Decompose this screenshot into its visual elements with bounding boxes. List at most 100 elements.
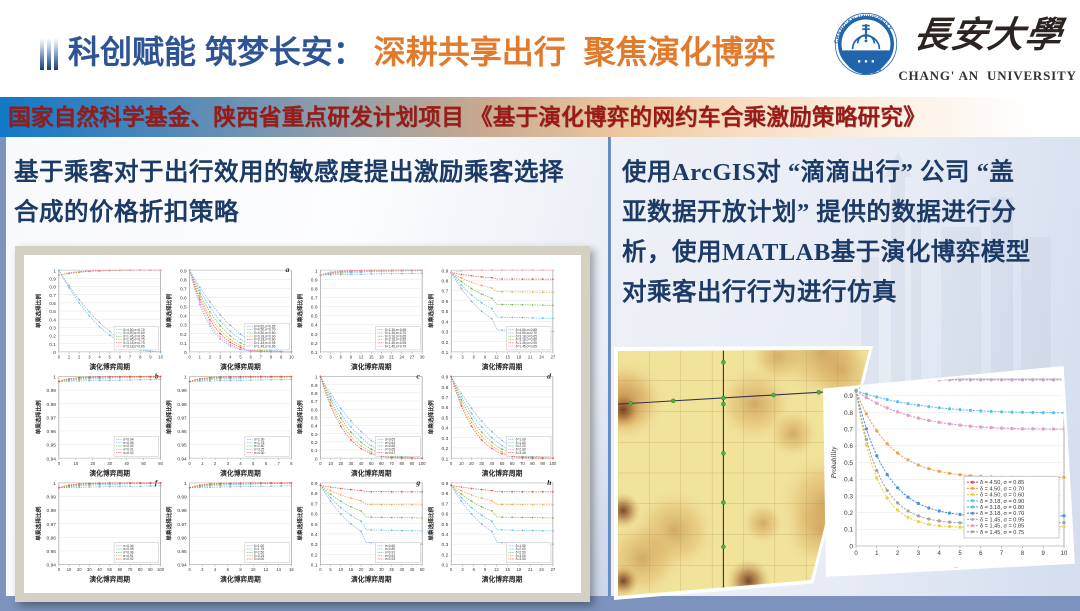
svg-text:0.6: 0.6 <box>442 299 449 305</box>
svg-text:0.95: 0.95 <box>47 549 57 555</box>
svg-text:0.1: 0.1 <box>49 342 56 348</box>
svg-text:0.8: 0.8 <box>442 491 449 497</box>
svg-text:40: 40 <box>359 461 364 466</box>
svg-text:0.6: 0.6 <box>442 512 449 518</box>
svg-text:0.9: 0.9 <box>180 268 187 274</box>
svg-text:0.1: 0.1 <box>180 341 187 347</box>
svg-text:0.3: 0.3 <box>311 542 318 548</box>
svg-text:0.5: 0.5 <box>442 309 449 315</box>
svg-text:20: 20 <box>469 461 474 466</box>
svg-text:40: 40 <box>490 461 495 466</box>
svg-text:0.7: 0.7 <box>49 293 56 299</box>
svg-text:0.94: 0.94 <box>177 456 187 462</box>
svg-text:50: 50 <box>500 461 505 466</box>
svg-text:0.2: 0.2 <box>311 440 318 446</box>
svg-text:70: 70 <box>520 461 525 466</box>
svg-text:δ = 4.50, σ = 0.60: δ = 4.50, σ = 0.60 <box>980 493 1024 499</box>
svg-text:0.9: 0.9 <box>311 481 318 487</box>
svg-text:δ = 1.45, σ = 0.75: δ = 1.45, σ = 0.75 <box>980 530 1024 536</box>
svg-text:0.4: 0.4 <box>311 532 318 538</box>
svg-text:1: 1 <box>53 268 56 274</box>
svg-text:14: 14 <box>276 567 281 572</box>
svg-text:0.2: 0.2 <box>442 552 449 558</box>
svg-text:演化博弈周期: 演化博弈周期 <box>482 362 523 371</box>
svg-text:0.94: 0.94 <box>47 563 57 569</box>
svg-text:0.2: 0.2 <box>442 446 449 452</box>
svg-text:90: 90 <box>540 461 545 466</box>
svg-text:0: 0 <box>315 456 318 462</box>
svg-text:0.1: 0.1 <box>442 563 449 569</box>
svg-text:0.8: 0.8 <box>311 286 318 292</box>
svg-text:21: 21 <box>389 355 394 360</box>
svg-text:0.2: 0.2 <box>311 341 318 347</box>
svg-text:0.96: 0.96 <box>177 429 187 435</box>
svg-text:d: d <box>547 371 551 380</box>
svg-text:0.8: 0.8 <box>844 410 853 417</box>
svg-text:0.3: 0.3 <box>49 325 56 331</box>
svg-text:0.3: 0.3 <box>442 436 449 442</box>
svg-text:50: 50 <box>107 567 112 572</box>
svg-text:0.94: 0.94 <box>47 456 57 462</box>
svg-text:0.8: 0.8 <box>311 491 318 497</box>
svg-text:50: 50 <box>420 567 425 572</box>
svg-text:12: 12 <box>359 355 364 360</box>
svg-text:80: 80 <box>399 461 404 466</box>
svg-text:c: c <box>416 371 420 380</box>
svg-text:0.7: 0.7 <box>311 501 318 507</box>
svg-text:50: 50 <box>141 461 146 466</box>
svg-text:0.95: 0.95 <box>177 549 187 555</box>
svg-text:10: 10 <box>328 461 333 466</box>
svg-text:60: 60 <box>379 461 384 466</box>
svg-text:0.95: 0.95 <box>47 443 57 449</box>
svg-text:单乘选择比例: 单乘选择比例 <box>165 400 173 434</box>
svg-text:演化博弈周期: 演化博弈周期 <box>351 468 392 477</box>
svg-text:0.3: 0.3 <box>180 323 187 329</box>
svg-text:0.97: 0.97 <box>177 415 187 421</box>
svg-text:演化博弈周期: 演化博弈周期 <box>89 575 130 584</box>
svg-text:0.6: 0.6 <box>442 405 449 411</box>
svg-text:δ = 4.50, σ = 0.85: δ = 4.50, σ = 0.85 <box>980 480 1024 486</box>
svg-text:24: 24 <box>539 567 544 572</box>
svg-text:σ=4.00: σ=4.00 <box>254 451 265 455</box>
svg-text:0.7: 0.7 <box>311 296 318 302</box>
svg-text:0.6: 0.6 <box>311 305 318 311</box>
svg-text:0.6: 0.6 <box>311 407 318 413</box>
svg-text:单乘选择比例: 单乘选择比例 <box>34 294 42 328</box>
svg-text:单乘选择比例: 单乘选择比例 <box>427 294 435 328</box>
svg-text:40: 40 <box>399 567 404 572</box>
svg-text:0.2: 0.2 <box>442 340 449 346</box>
svg-text:0.8: 0.8 <box>180 277 187 283</box>
svg-text:90: 90 <box>148 567 153 572</box>
svg-text:0.2: 0.2 <box>311 552 318 558</box>
svg-text:0.5: 0.5 <box>442 415 449 421</box>
svg-text:0.9: 0.9 <box>311 277 318 283</box>
svg-text:1: 1 <box>315 375 318 381</box>
svg-text:30: 30 <box>107 461 112 466</box>
svg-text:10: 10 <box>289 355 294 360</box>
svg-text:δ = 3.18, σ = 0.70: δ = 3.18, σ = 0.70 <box>980 511 1024 517</box>
svg-text:0.6: 0.6 <box>844 443 853 450</box>
svg-text:80: 80 <box>138 567 143 572</box>
svg-text:18: 18 <box>379 355 384 360</box>
svg-text:0.97: 0.97 <box>47 415 57 421</box>
svg-text:演化博弈周期: 演化博弈周期 <box>89 362 130 371</box>
svg-text:0.96: 0.96 <box>47 535 57 541</box>
svg-text:单乘选择比例: 单乘选择比例 <box>165 294 173 328</box>
svg-text:演化博弈周期: 演化博弈周期 <box>89 468 130 477</box>
svg-text:12: 12 <box>264 567 269 572</box>
svg-text:0.96: 0.96 <box>177 535 187 541</box>
svg-text:20: 20 <box>90 461 95 466</box>
svg-text:演化博弈周期: 演化博弈周期 <box>482 575 523 584</box>
svg-text:24: 24 <box>399 355 404 360</box>
svg-text:1: 1 <box>53 481 56 487</box>
svg-text:20: 20 <box>338 461 343 466</box>
svg-text:24: 24 <box>539 355 544 360</box>
svg-text:0.97: 0.97 <box>47 522 57 528</box>
svg-text:σ=0.92: σ=0.92 <box>123 451 134 455</box>
svg-text:δ = 3.18, σ = 0.80: δ = 3.18, σ = 0.80 <box>980 505 1024 511</box>
svg-text:0.94: 0.94 <box>177 563 187 569</box>
svg-text:单乘选择比例: 单乘选择比例 <box>296 400 304 434</box>
svg-text:a: a <box>286 265 290 274</box>
svg-text:35: 35 <box>389 567 394 572</box>
svg-text:0.1: 0.1 <box>311 448 318 454</box>
